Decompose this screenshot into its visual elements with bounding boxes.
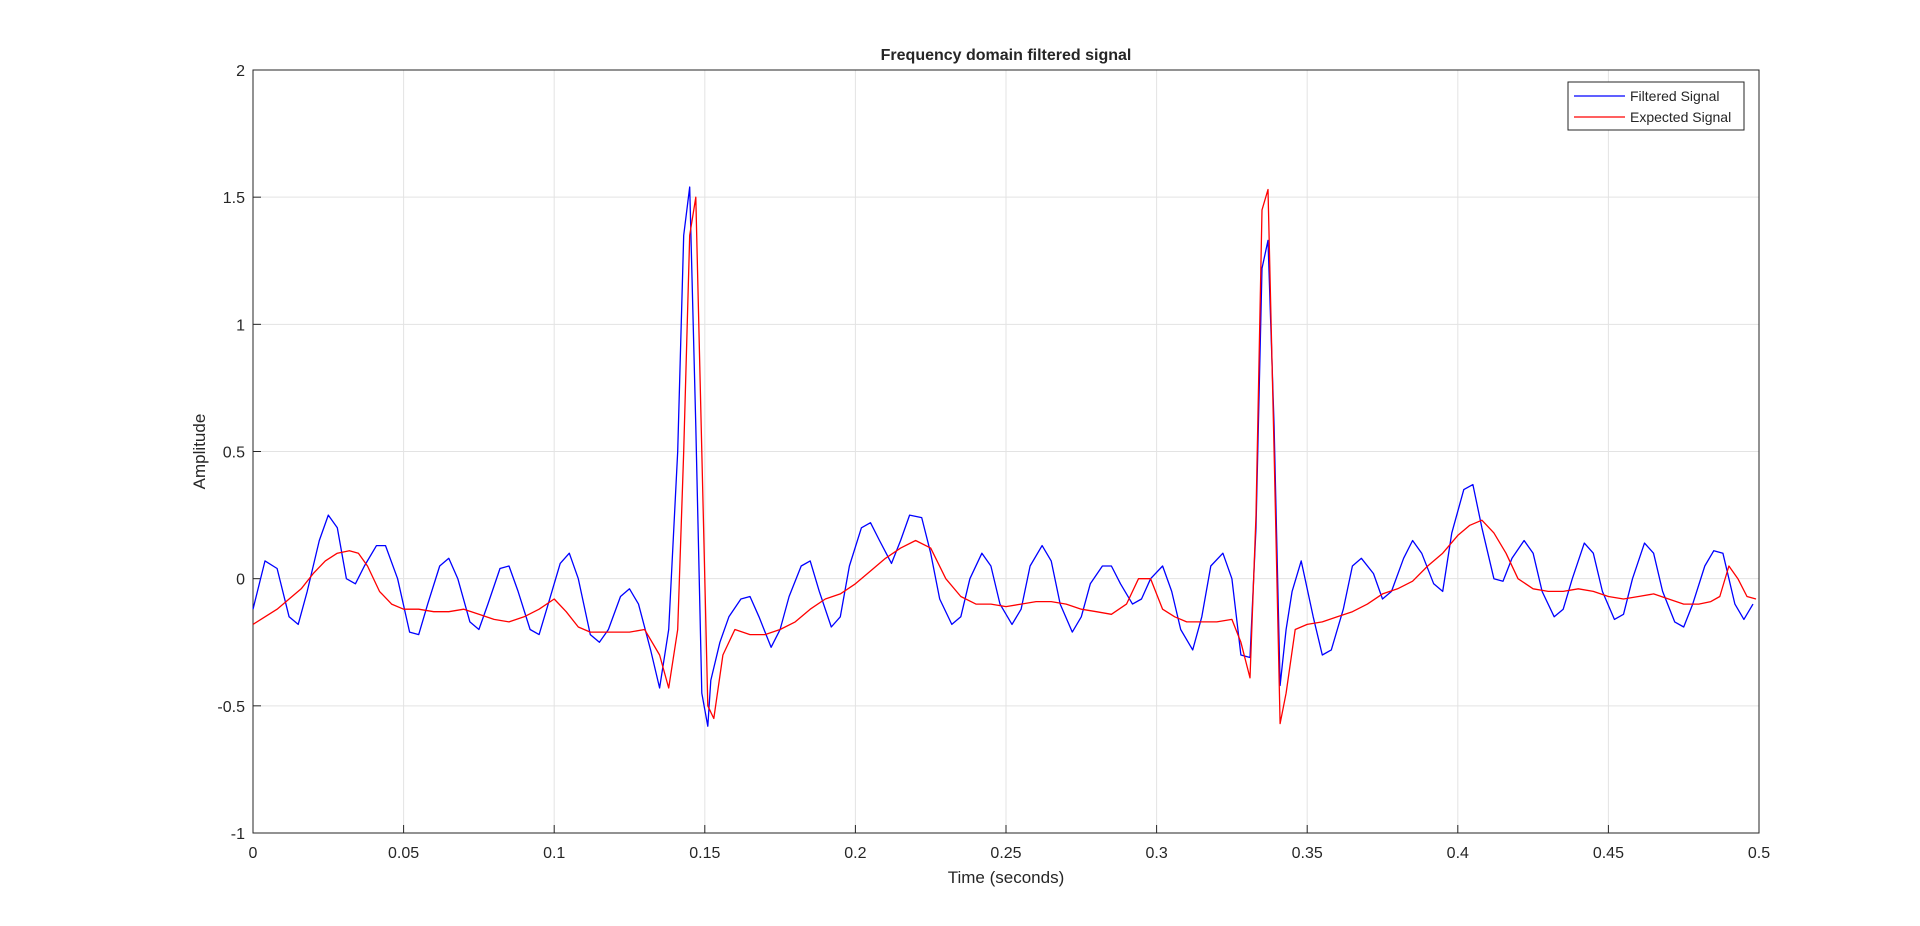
legend-label-expected-signal: Expected Signal bbox=[1630, 109, 1731, 125]
y-tick-label: 2 bbox=[236, 63, 245, 80]
x-tick-label: 0.3 bbox=[1145, 845, 1167, 862]
x-axis-label: Time (seconds) bbox=[948, 868, 1065, 887]
x-tick-label: 0.1 bbox=[543, 845, 565, 862]
series-lines bbox=[252, 186, 1757, 727]
y-tick-label: -0.5 bbox=[217, 699, 245, 716]
legend-label-filtered-signal: Filtered Signal bbox=[1630, 88, 1720, 104]
x-tick-label: 0.05 bbox=[388, 845, 419, 862]
y-tick-label: 1.5 bbox=[223, 190, 245, 207]
y-tick-label: 0.5 bbox=[223, 445, 245, 462]
y-tick-label: -1 bbox=[231, 826, 245, 843]
chart-title: Frequency domain filtered signal bbox=[881, 47, 1132, 64]
x-tick-label: 0.35 bbox=[1292, 845, 1323, 862]
x-tick-label: 0.5 bbox=[1748, 845, 1770, 862]
x-tick-label: 0.4 bbox=[1447, 845, 1469, 862]
x-tick-label: 0.2 bbox=[844, 845, 866, 862]
legend-box bbox=[1567, 81, 1745, 131]
x-tick-label: 0.25 bbox=[990, 845, 1021, 862]
legend: Filtered Signal Expected Signal bbox=[1567, 81, 1745, 131]
y-tick-label: 0 bbox=[236, 572, 245, 589]
series-line-filtered-signal bbox=[252, 186, 1754, 727]
x-tick-label: 0 bbox=[249, 845, 258, 862]
y-tick-label: 1 bbox=[236, 317, 245, 334]
x-tick-label: 0.15 bbox=[689, 845, 720, 862]
axis-ticks: 0 0.05 0.1 0.15 0.2 0.25 0.3 0.35 0.4 0.45 0.5 -1 -0… bbox=[217, 63, 1770, 862]
series-line-expected-signal bbox=[252, 188, 1757, 725]
y-axis-label: Amplitude bbox=[190, 414, 209, 490]
x-tick-label: 0.45 bbox=[1593, 845, 1624, 862]
